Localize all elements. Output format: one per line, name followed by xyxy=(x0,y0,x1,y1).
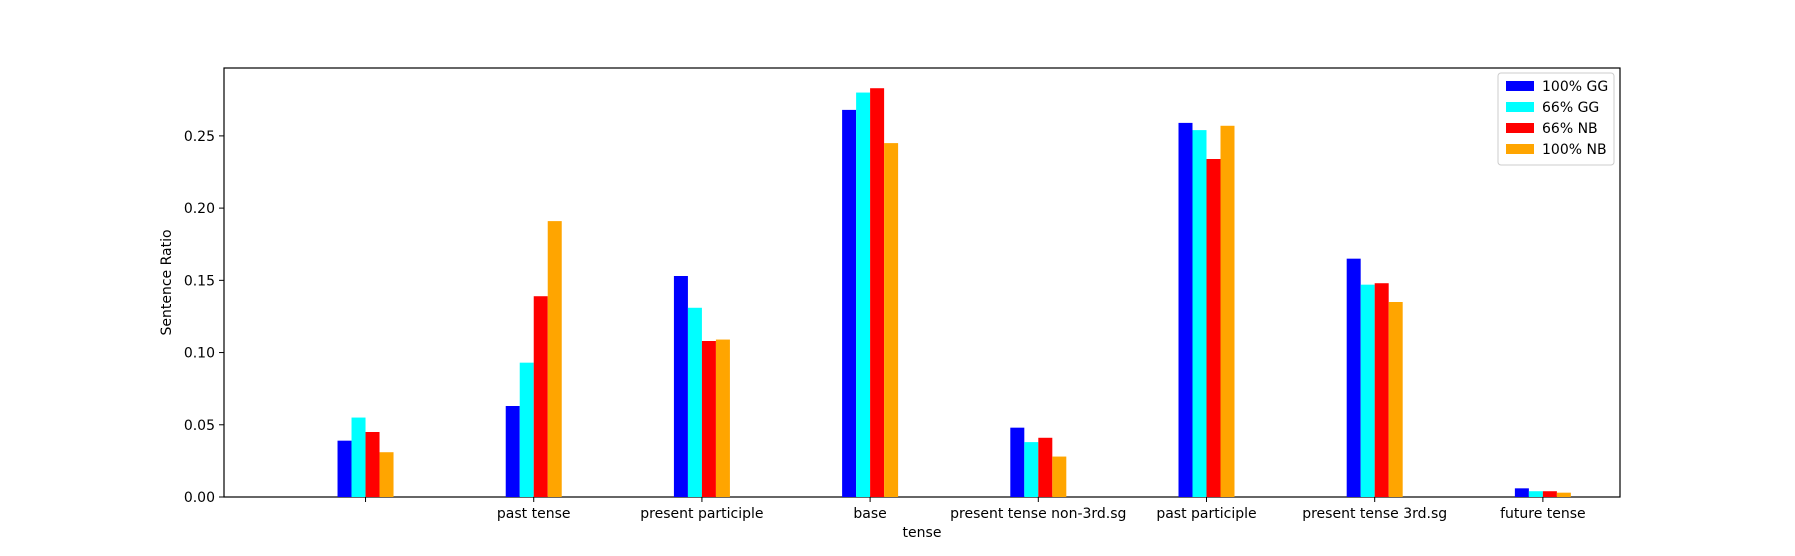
bar-100-gg-4 xyxy=(1010,427,1025,497)
legend-label: 100% GG xyxy=(1542,79,1608,95)
legend-label: 100% NB xyxy=(1542,142,1607,158)
y-tick-label: 0.15 xyxy=(184,273,215,289)
bar-66-gg-4 xyxy=(1024,442,1039,497)
bar-66-nb-4 xyxy=(1038,437,1053,497)
x-axis-label: tense xyxy=(903,525,942,541)
bar-100-nb-0 xyxy=(379,452,394,497)
legend-label: 66% NB xyxy=(1542,121,1598,137)
bar-66-nb-0 xyxy=(365,432,380,497)
bar-66-nb-3 xyxy=(870,88,885,497)
x-tick-label: present tense non-3rd.sg xyxy=(950,506,1126,522)
bar-66-gg-0 xyxy=(351,417,366,497)
bar-66-gg-2 xyxy=(687,307,702,497)
legend-swatch xyxy=(1506,81,1534,91)
bars xyxy=(337,88,1571,498)
bar-100-gg-6 xyxy=(1346,258,1361,497)
bar-66-gg-6 xyxy=(1360,284,1375,497)
bar-66-gg-5 xyxy=(1192,130,1207,498)
y-tick-label: 0.20 xyxy=(184,201,215,217)
bar-100-gg-1 xyxy=(505,406,520,497)
legend: 100% GG 66% GG 66% NB 100% NB xyxy=(1497,72,1615,166)
bar-66-gg-1 xyxy=(519,362,534,497)
bar-100-nb-3 xyxy=(884,143,899,498)
bar-66-nb-1 xyxy=(533,296,548,497)
x-axis: past tense present participle base present … xyxy=(365,497,1586,522)
bar-66-nb-6 xyxy=(1374,283,1389,497)
bar-66-gg-7 xyxy=(1528,491,1543,497)
x-tick-label: present participle xyxy=(640,506,763,522)
y-axis: 0.00 0.05 0.10 0.15 0.20 0.25 xyxy=(184,129,224,506)
bar-100-gg-0 xyxy=(337,440,352,497)
x-tick-label: present tense 3rd.sg xyxy=(1302,506,1447,522)
y-axis-label: Sentence Ratio xyxy=(159,229,175,335)
plot-area xyxy=(223,67,1621,498)
bar-66-gg-3 xyxy=(856,92,871,497)
x-tick-label: past participle xyxy=(1156,506,1256,522)
legend-swatch xyxy=(1506,102,1534,112)
bar-100-nb-5 xyxy=(1220,125,1235,497)
bar-100-gg-3 xyxy=(842,109,857,497)
bar-100-nb-6 xyxy=(1388,302,1403,497)
bar-66-nb-5 xyxy=(1206,159,1221,497)
legend-label: 66% GG xyxy=(1542,100,1599,116)
bar-100-gg-5 xyxy=(1178,122,1193,497)
bar-100-nb-2 xyxy=(715,339,730,497)
bar-100-nb-7 xyxy=(1556,492,1571,497)
y-tick-label: 0.10 xyxy=(184,346,215,362)
plot-frame xyxy=(223,67,1621,498)
bar-66-nb-7 xyxy=(1542,491,1557,497)
bar-100-gg-2 xyxy=(673,276,688,497)
x-tick-label: future tense xyxy=(1500,506,1586,522)
bar-100-gg-7 xyxy=(1514,488,1529,497)
y-tick-label: 0.05 xyxy=(184,418,215,434)
bar-100-nb-4 xyxy=(1052,456,1067,497)
legend-swatch xyxy=(1506,123,1534,133)
legend-box xyxy=(1497,72,1615,166)
y-tick-label: 0.25 xyxy=(184,129,215,145)
x-tick-label: base xyxy=(853,506,886,522)
y-tick-label: 0.00 xyxy=(184,490,215,506)
x-tick-label: past tense xyxy=(497,506,571,522)
bar-66-nb-2 xyxy=(701,341,716,497)
bar-100-nb-1 xyxy=(547,221,562,498)
legend-swatch xyxy=(1506,144,1534,154)
